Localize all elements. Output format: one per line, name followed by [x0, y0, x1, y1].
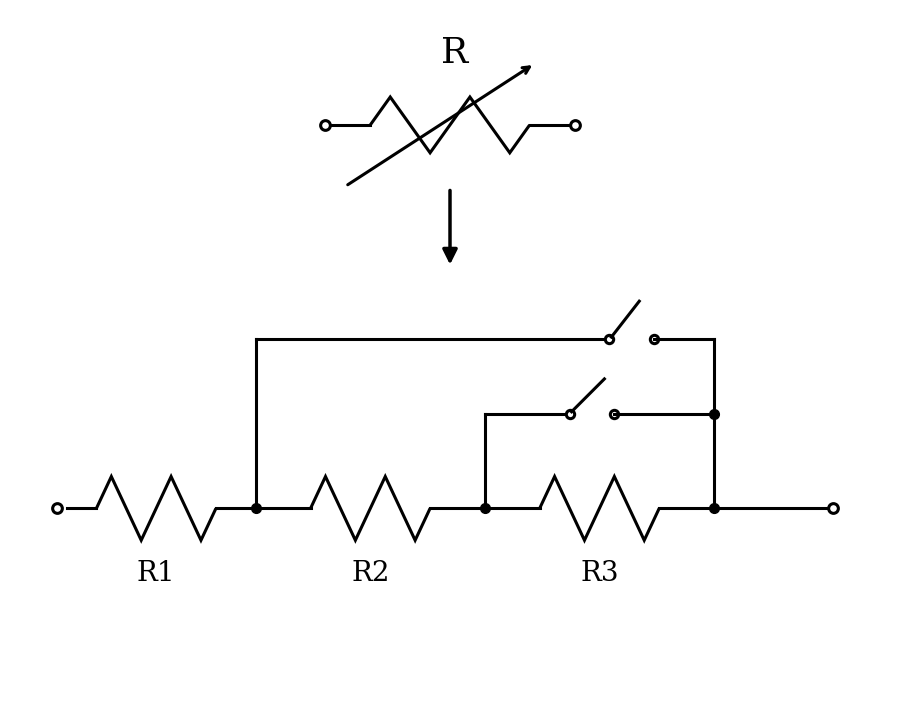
Text: R1: R1 — [137, 559, 176, 586]
Text: R3: R3 — [580, 559, 619, 586]
Text: R: R — [441, 36, 469, 70]
Text: R2: R2 — [351, 559, 389, 586]
